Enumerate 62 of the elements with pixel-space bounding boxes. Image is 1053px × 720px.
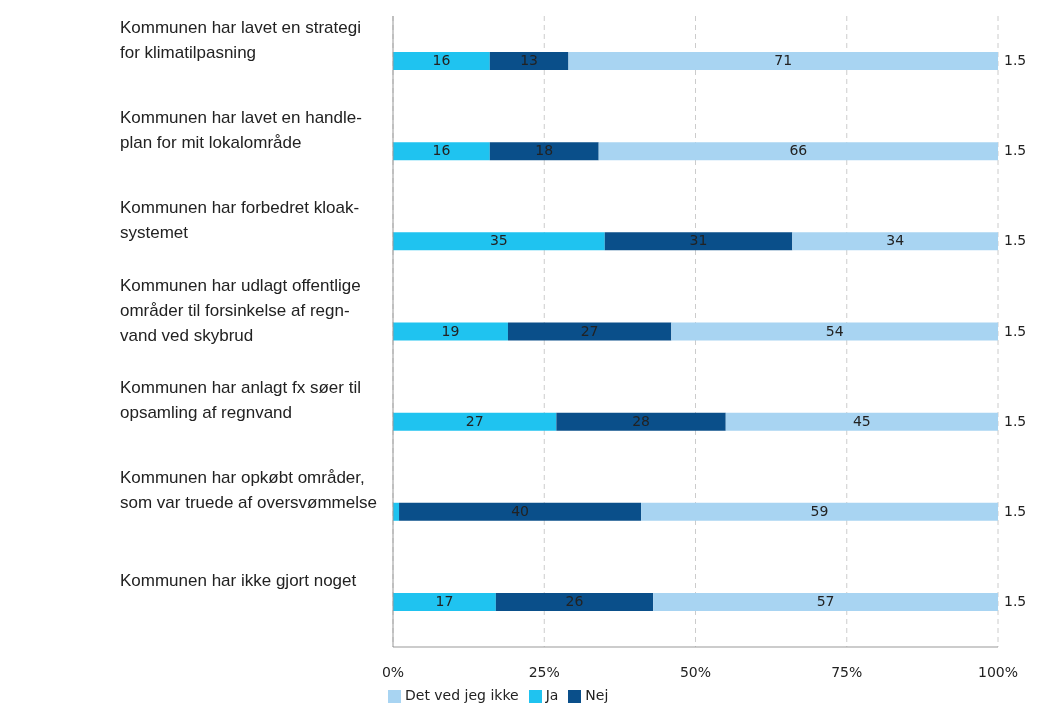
data-label: 71: [774, 52, 793, 69]
data-label: 13: [520, 52, 539, 69]
data-label: 54: [825, 322, 844, 339]
text: 1.5: [1004, 502, 1027, 519]
y-tick-label: Kommunen har opkøbt områder, som var truede af oversvømmelse: [120, 468, 377, 513]
bar: [598, 142, 998, 161]
data-label: 26: [565, 592, 584, 609]
text: 1.5: [1004, 322, 1027, 339]
text: 1.5: [1004, 592, 1027, 609]
text: 1.5: [1004, 412, 1027, 429]
data-label: 27: [465, 412, 484, 429]
data-label: 66: [789, 142, 808, 159]
bar: [792, 232, 998, 251]
x-tick-label: 75%: [831, 663, 863, 680]
bar: [495, 592, 654, 611]
legend-label: Det ved jeg ikke: [405, 687, 519, 703]
data-label: 16: [432, 52, 451, 69]
bar: [393, 412, 557, 431]
bar: [725, 412, 998, 431]
data-label: 19: [441, 322, 460, 339]
bar: [489, 142, 599, 161]
text: 1.5: [1004, 232, 1027, 249]
bar: [671, 322, 998, 341]
bar: [393, 142, 490, 161]
y-tick-label: Kommunen har lavet en handle- plan for mit lokalområde: [120, 108, 362, 153]
bar: [604, 232, 793, 251]
text: 1.5: [1004, 52, 1027, 69]
bar: [568, 52, 998, 71]
bar: [556, 412, 726, 431]
bar: [393, 592, 496, 611]
text: 1.5: [1004, 142, 1027, 159]
data-label: 28: [632, 412, 650, 429]
data-label: 34: [886, 232, 905, 249]
data-label: 45: [852, 412, 871, 429]
bar: [393, 232, 605, 251]
bar: [393, 322, 508, 341]
x-tick-label: 0%: [381, 663, 405, 680]
bar: [507, 322, 672, 341]
data-label: 17: [435, 592, 454, 609]
data-label: 59: [810, 502, 829, 519]
data-label: 16: [432, 142, 451, 159]
data-label: 35: [489, 232, 508, 249]
x-tick-label: 25%: [528, 663, 560, 680]
y-tick-label: Kommunen har ikke gjort noget: [120, 571, 357, 591]
x-tick-label: 50%: [679, 663, 712, 680]
data-label: 18: [535, 142, 554, 159]
y-tick-label: Kommunen har anlagt fx søer til opsamling af regnvand: [120, 378, 361, 423]
y-tick-label: Kommunen har forbedret kloak- systemet: [120, 198, 360, 243]
bar: [653, 592, 998, 611]
bar: [399, 502, 642, 521]
legend-label: Nej: [585, 687, 609, 703]
y-tick-label: Kommunen har udlagt offentlige områder til forsinkelse af regn- vand ved skybrud: [120, 275, 361, 345]
bar: [393, 52, 490, 71]
y-tick-label: Kommunen har lavet en strategi for klimatilpasning: [120, 18, 361, 63]
data-label: 27: [580, 322, 599, 339]
bar: [641, 502, 998, 521]
x-tick-label: 100%: [977, 663, 1019, 680]
data-label: 31: [689, 232, 708, 249]
data-label: 57: [816, 592, 835, 609]
data-label: 40: [511, 502, 529, 519]
bar: [489, 52, 569, 71]
legend-label: Ja: [545, 687, 559, 703]
